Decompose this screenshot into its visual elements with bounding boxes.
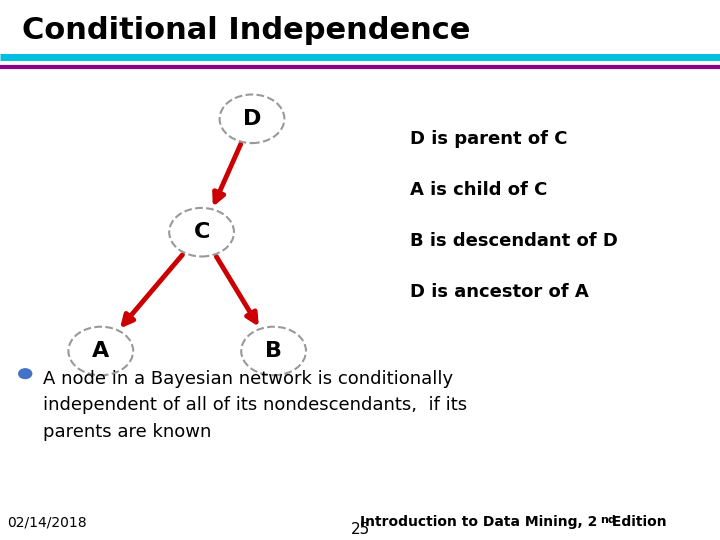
Text: D: D <box>243 109 261 129</box>
Text: D is ancestor of A: D is ancestor of A <box>410 284 589 301</box>
Text: B: B <box>265 341 282 361</box>
Circle shape <box>19 369 32 379</box>
Text: B is descendant of D: B is descendant of D <box>410 232 618 250</box>
Text: Edition: Edition <box>607 515 667 529</box>
Text: C: C <box>194 222 210 242</box>
Circle shape <box>68 327 133 375</box>
Text: nd: nd <box>600 515 616 525</box>
Text: Introduction to Data Mining, 2: Introduction to Data Mining, 2 <box>360 515 598 529</box>
Circle shape <box>220 94 284 143</box>
Text: 02/14/2018: 02/14/2018 <box>7 515 87 529</box>
Text: A is child of C: A is child of C <box>410 181 548 199</box>
Text: A node in a Bayesian network is conditionally
independent of all of its nondesce: A node in a Bayesian network is conditio… <box>43 370 467 441</box>
Text: A: A <box>92 341 109 361</box>
Circle shape <box>169 208 234 256</box>
Text: 25: 25 <box>351 522 369 537</box>
Text: Conditional Independence: Conditional Independence <box>22 16 470 45</box>
Text: D is parent of C: D is parent of C <box>410 130 568 147</box>
Circle shape <box>241 327 306 375</box>
